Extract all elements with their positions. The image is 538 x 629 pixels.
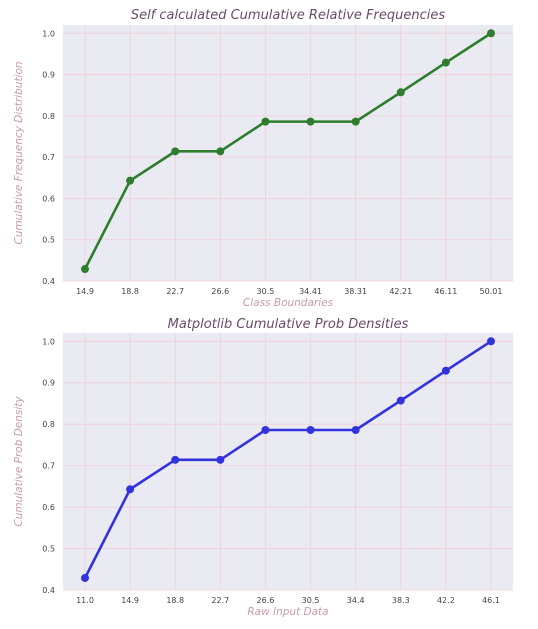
x-tick-label: 14.9 <box>76 287 94 296</box>
data-point <box>487 29 495 38</box>
y-tick-label: 0.7 <box>42 153 55 162</box>
data-point <box>306 117 315 126</box>
series-line <box>83 340 492 579</box>
x-tick-label: 26.6 <box>211 287 229 296</box>
data-point <box>216 147 225 156</box>
x-tick-label: 14.9 <box>121 596 139 605</box>
chart-top: 14.9 18.8 22.7 26.6 30.5 34.41 38.31 42.21 46.11… <box>13 8 513 309</box>
x-tick-label: 22.7 <box>166 287 184 296</box>
data-point <box>171 455 180 464</box>
data-point <box>487 337 495 346</box>
data-point <box>441 58 450 67</box>
y-tick-label: 0.9 <box>42 71 55 80</box>
data-point <box>261 425 270 434</box>
data-point <box>441 366 450 375</box>
y-tick-label: 1.0 <box>42 337 55 346</box>
x-tick-label: 46.1 <box>482 596 500 605</box>
y-tick-label: 0.4 <box>42 586 55 595</box>
y-tick-label: 0.8 <box>42 420 55 429</box>
chart-title: Self calculated Cumulative Relative Freq… <box>131 8 446 23</box>
y-tick-label: 0.6 <box>42 503 55 512</box>
y-tick-labels: 0.4 0.5 0.6 0.7 0.8 0.9 1.0 <box>42 337 55 595</box>
x-axis-label: Raw Input Data <box>247 606 328 618</box>
data-point <box>306 425 315 434</box>
y-tick-labels: 0.4 0.5 0.6 0.7 0.8 0.9 1.0 <box>42 29 55 286</box>
x-tick-label: 34.4 <box>347 596 365 605</box>
data-point <box>81 265 89 274</box>
data-point <box>126 176 135 185</box>
x-tick-label: 50.01 <box>480 287 503 296</box>
data-point <box>81 573 89 582</box>
y-axis-label: Cumulative Prob Density <box>13 396 25 527</box>
grid <box>63 25 513 282</box>
x-tick-label: 46.11 <box>434 287 457 296</box>
data-point <box>261 117 270 126</box>
chart-title: Matplotlib Cumulative Prob Densities <box>168 317 409 332</box>
y-tick-label: 0.7 <box>42 462 55 471</box>
y-tick-label: 0.8 <box>42 112 55 121</box>
x-tick-label: 26.6 <box>257 596 275 605</box>
x-tick-labels: 11.0 14.9 18.8 22.7 26.6 30.5 34.4 38.3 42.2 46.1 <box>76 596 500 605</box>
y-tick-label: 0.5 <box>42 545 55 554</box>
y-tick-label: 0.4 <box>42 277 55 286</box>
x-tick-label: 34.41 <box>299 287 322 296</box>
x-tick-label: 42.2 <box>437 596 455 605</box>
data-point <box>396 396 405 405</box>
x-tick-label: 30.5 <box>302 596 320 605</box>
data-point <box>126 485 135 494</box>
y-tick-label: 0.6 <box>42 194 55 203</box>
data-point <box>351 117 360 126</box>
data-point <box>216 455 225 464</box>
x-tick-label: 42.21 <box>389 287 412 296</box>
y-tick-label: 0.5 <box>42 236 55 245</box>
series-line <box>83 32 492 270</box>
y-axis-label: Cumulative Frequency Distribution <box>13 61 25 244</box>
x-tick-label: 18.8 <box>166 596 184 605</box>
x-tick-label: 11.0 <box>76 596 94 605</box>
x-tick-label: 30.5 <box>257 287 275 296</box>
x-axis-label: Class Boundaries <box>243 297 334 309</box>
x-tick-label: 38.3 <box>392 596 410 605</box>
x-tick-labels: 14.9 18.8 22.7 26.6 30.5 34.41 38.31 42.21 46.11… <box>76 287 502 296</box>
y-tick-label: 0.9 <box>42 379 55 388</box>
data-point <box>396 88 405 97</box>
data-point <box>171 147 180 156</box>
data-point <box>351 425 360 434</box>
x-tick-label: 22.7 <box>211 596 229 605</box>
series <box>81 29 495 274</box>
x-tick-label: 18.8 <box>121 287 139 296</box>
chart-bottom: 11.0 14.9 18.8 22.7 26.6 30.5 34.4 38.3 42.2 46.1… <box>13 317 513 618</box>
series <box>81 337 495 582</box>
y-tick-label: 1.0 <box>42 29 55 38</box>
grid <box>63 333 513 591</box>
x-tick-label: 38.31 <box>344 287 367 296</box>
